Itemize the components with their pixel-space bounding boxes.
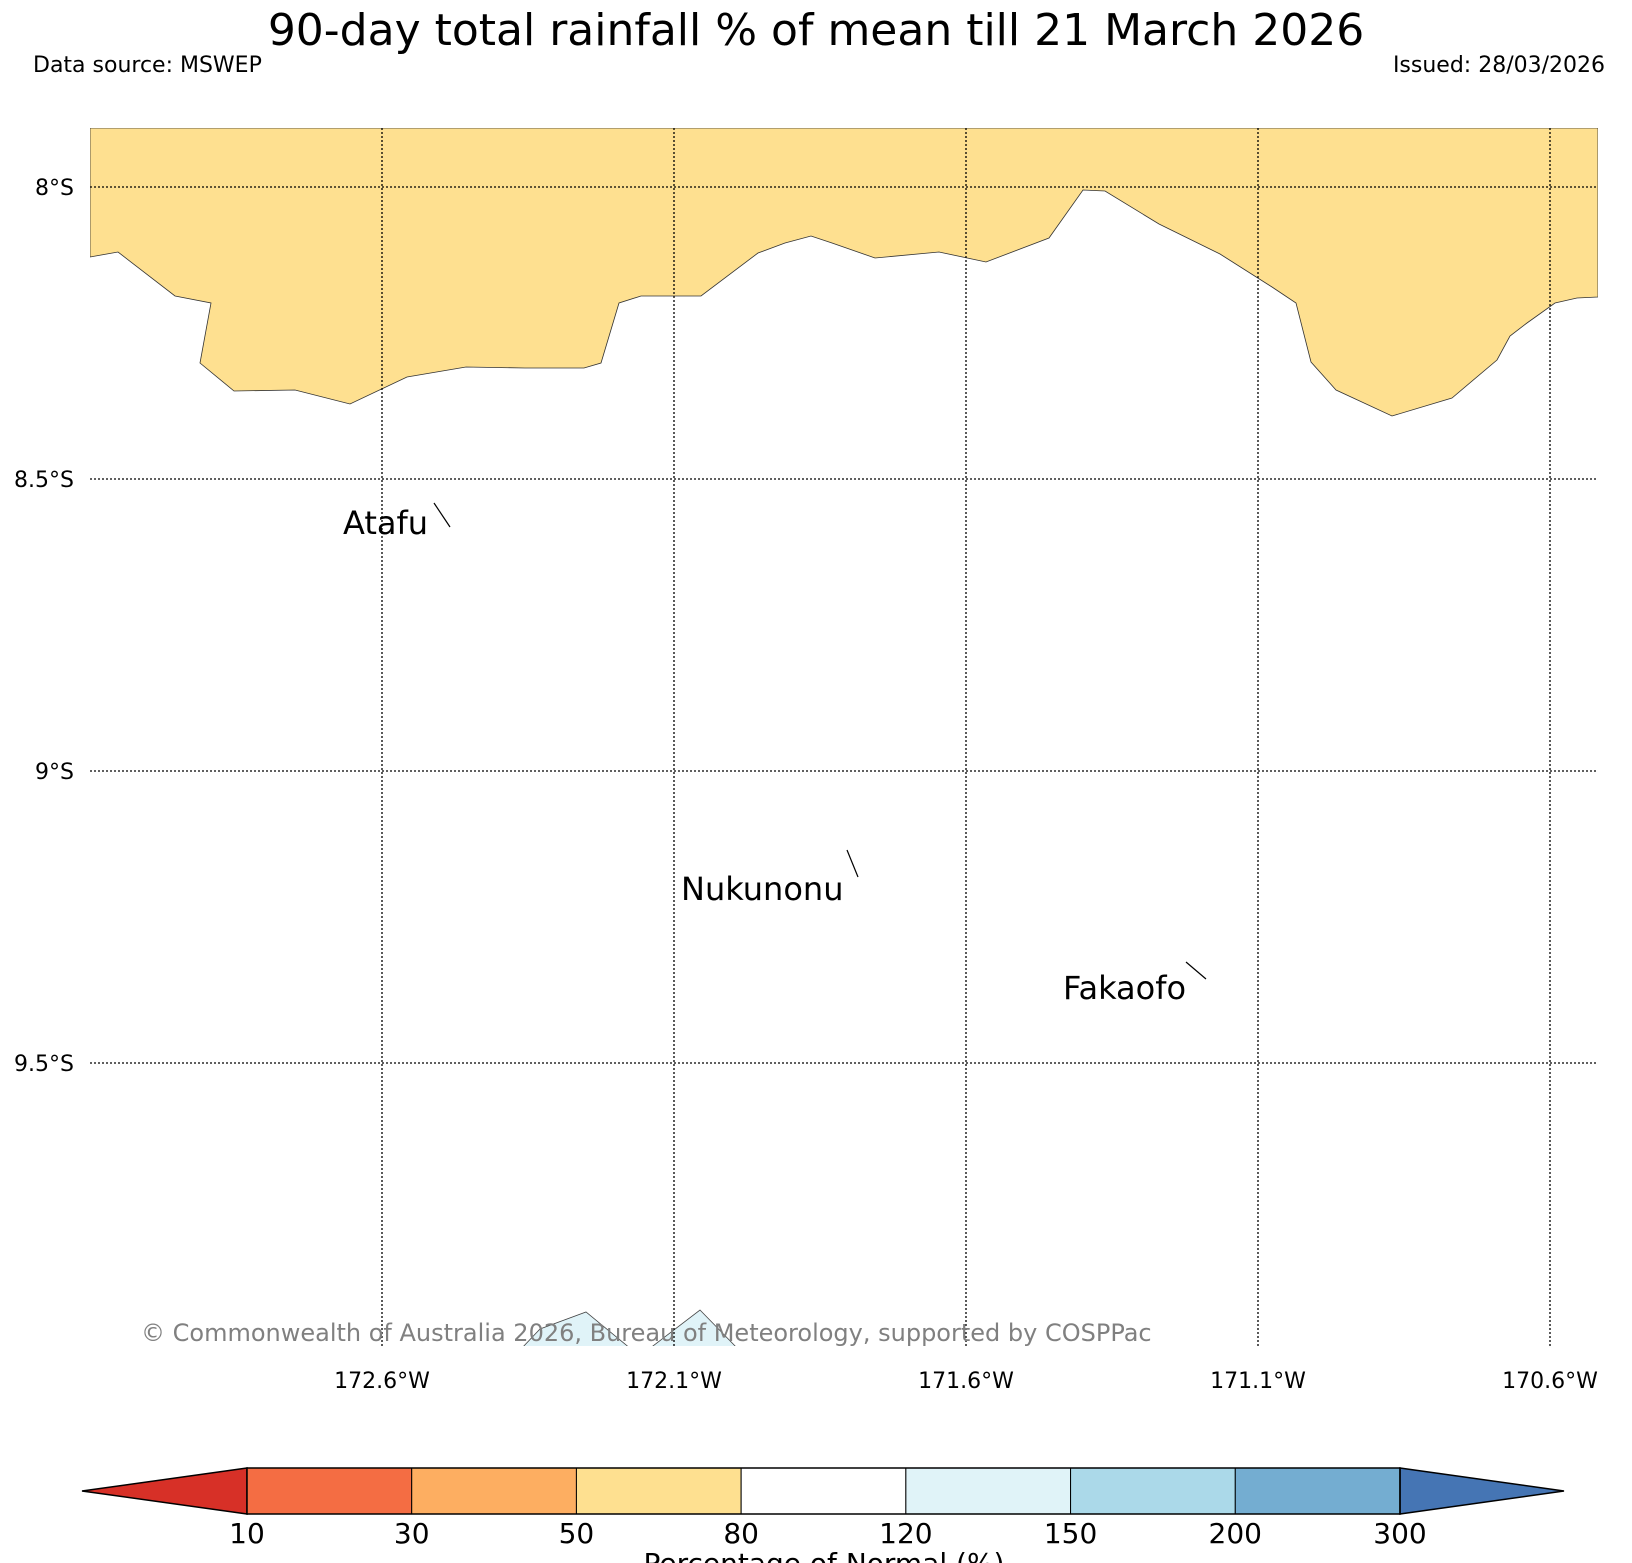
data-source-label: Data source: MSWEP (33, 53, 262, 78)
colorbar-low-extension (81, 1467, 248, 1515)
colorbar-high-extension (1399, 1467, 1565, 1515)
colorbar-tick-label: 120 (879, 1517, 932, 1550)
longitude-labels: 172.6°W 172.1°W 171.6°W 171.1°W 170.6°W (334, 1369, 1598, 1394)
colorbar-tick-label: 300 (1373, 1517, 1426, 1550)
colorbar-segment (740, 1467, 907, 1515)
colorbar-legend: 10 30 50 80 120 150 200 300 Percentage of Norma… (81, 1467, 1565, 1563)
map-panel: Atafu Nukunonu Fakaofo © Commonwealth of… (90, 128, 1598, 1347)
latitude-labels: 8°S 8.5°S 9°S 9.5°S (14, 176, 74, 1077)
colorbar-segment (1070, 1467, 1236, 1515)
colorbar-tick-labels: 10 30 50 80 120 150 200 300 (229, 1517, 1427, 1550)
colorbar-segment (246, 1467, 413, 1515)
map-title: 90-day total rainfall % of mean till 21 … (268, 5, 1364, 56)
gridlines (90, 128, 1598, 1346)
colorbar-tick-label: 30 (394, 1517, 430, 1550)
colorbar-tick-label: 10 (229, 1517, 265, 1550)
longitude-label: 170.6°W (1502, 1369, 1598, 1394)
colorbar-tick-label: 50 (559, 1517, 595, 1550)
place-label-atafu: Atafu (343, 504, 428, 542)
longitude-label: 171.1°W (1210, 1369, 1306, 1394)
copyright-notice: © Commonwealth of Australia 2026, Bureau… (141, 1319, 1152, 1347)
longitude-label: 171.6°W (918, 1369, 1014, 1394)
longitude-label: 172.6°W (334, 1369, 430, 1394)
latitude-label: 8°S (35, 176, 74, 201)
latitude-label: 9.5°S (14, 1052, 74, 1077)
colorbar-title: Percentage of Normal (%) (644, 1547, 1005, 1563)
place-label-nukunonu: Nukunonu (681, 870, 843, 908)
latitude-label: 8.5°S (14, 468, 74, 493)
dry-band-50-80-region (90, 128, 1598, 417)
nukunonu-marker (846, 849, 859, 878)
place-label-fakaofo: Fakaofo (1063, 969, 1186, 1007)
colorbar-segments (246, 1467, 1401, 1515)
colorbar-segment (575, 1467, 742, 1515)
longitude-label: 172.1°W (626, 1369, 722, 1394)
atafu-marker (433, 502, 451, 528)
wet-patch-west (523, 1311, 628, 1346)
colorbar-tick-label: 200 (1209, 1517, 1262, 1550)
colorbar-frame (246, 1467, 1401, 1515)
latitude-label: 9°S (35, 760, 74, 785)
colorbar-tick-label: 80 (723, 1517, 759, 1550)
colorbar-tick-label: 150 (1044, 1517, 1097, 1550)
fakaofo-marker (1185, 961, 1207, 980)
colorbar-segment (905, 1467, 1072, 1515)
issued-date-label: Issued: 28/03/2026 (1393, 53, 1605, 78)
colorbar-segment (1234, 1467, 1401, 1515)
colorbar-segment (411, 1467, 577, 1515)
